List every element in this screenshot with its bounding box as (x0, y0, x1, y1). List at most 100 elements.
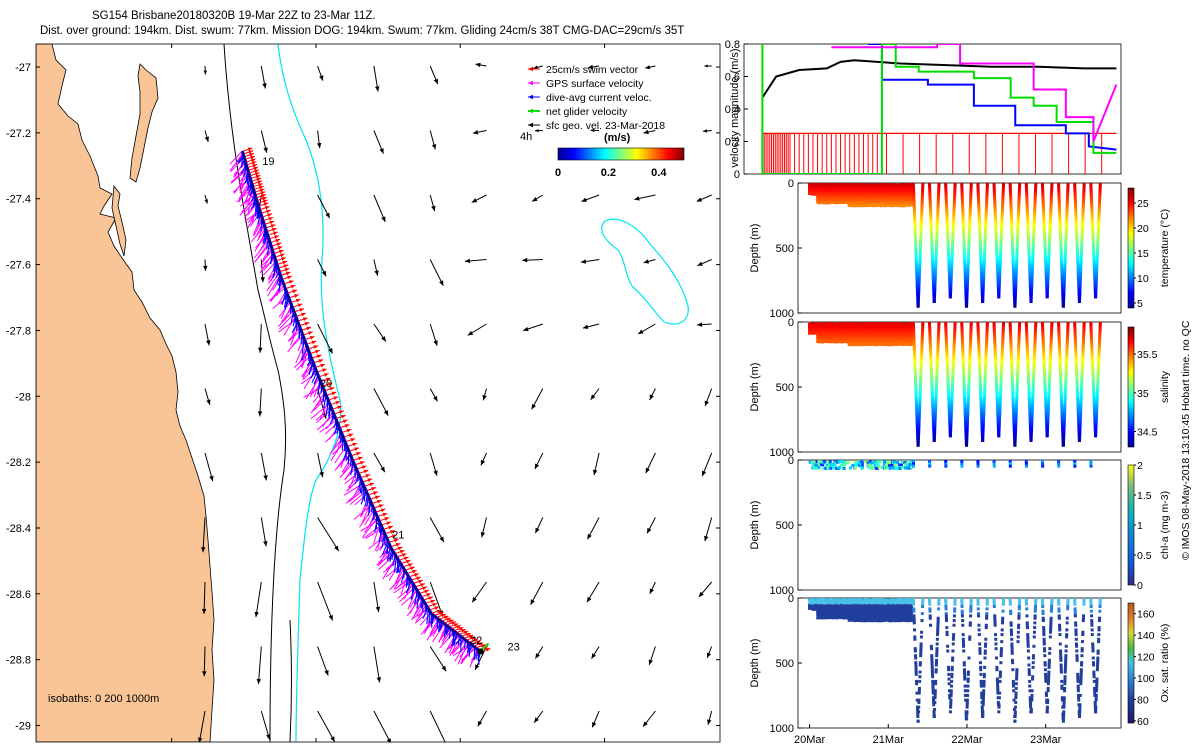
depth-sample (998, 264, 1002, 268)
depth-sample (949, 288, 953, 292)
depth-sample (981, 290, 985, 294)
geo-vel-arrow-head (480, 531, 486, 538)
depth-sample (917, 276, 921, 280)
depth-sample (1044, 264, 1048, 268)
depth-sample (1078, 288, 1082, 292)
depth-sample (928, 204, 932, 208)
geo-vel-arrow-head (591, 653, 597, 659)
depth-sample (1062, 281, 1066, 285)
depth-sample (999, 248, 1003, 252)
geo-vel-arrow-head (319, 471, 324, 478)
dive-avg-current-vector (393, 556, 398, 573)
depth-sample (1049, 211, 1053, 215)
depth-sample (909, 197, 913, 201)
depth-sample (1049, 213, 1053, 217)
depth-sample (1047, 243, 1051, 247)
geo-vel-arrow-head (634, 196, 640, 201)
geo-vel-arrow (534, 129, 543, 133)
depth-sample (963, 257, 967, 261)
depth-sample (1090, 215, 1094, 219)
depth-sample (919, 218, 923, 222)
depth-sample (1066, 192, 1070, 196)
swim-vector-arrow (362, 478, 373, 483)
depth-sample (963, 269, 967, 273)
depth-sample (1026, 236, 1030, 240)
geo-vel-arrow-head (696, 197, 703, 202)
depth-sample (978, 227, 982, 231)
depth-sample (995, 250, 999, 254)
depth-sample (1015, 264, 1019, 268)
swim-vector-arrow (361, 474, 371, 479)
depth-sample (1097, 215, 1101, 219)
depth-sample (1091, 243, 1095, 247)
depth-sample (1044, 262, 1048, 266)
gps-velocity-vector (300, 371, 318, 385)
depth-sample (1097, 213, 1101, 217)
geo-vel-arrow (697, 322, 712, 327)
depth-sample (930, 255, 934, 259)
geo-vel-arrow-head (592, 469, 598, 476)
swim-vector-arrow (459, 630, 469, 635)
depth-sample (1064, 248, 1068, 252)
depth-sample (1063, 267, 1067, 271)
depth-sample (953, 190, 957, 194)
depth-sample (909, 189, 913, 193)
depth-sample (978, 236, 982, 240)
gps-velocity-vector (240, 193, 256, 207)
depth-sample (1041, 190, 1045, 194)
depth-sample (1031, 255, 1035, 259)
depth-sample (1033, 201, 1037, 205)
geo-vel-arrow-head (204, 199, 209, 204)
moreton-island (111, 184, 127, 257)
depth-sample (997, 283, 1001, 287)
depth-sample (932, 297, 936, 301)
depth-sample (1033, 206, 1037, 210)
depth-sample (985, 192, 989, 196)
geo-vel-arrow-head (535, 653, 540, 659)
depth-sample (1090, 213, 1094, 217)
geo-vel-arrow (480, 452, 487, 466)
geo-vel-arrow (373, 452, 386, 473)
geo-vel-arrow (697, 259, 712, 267)
depth-sample (1010, 220, 1014, 224)
depth-sample (980, 274, 984, 278)
depth-sample (1032, 222, 1036, 226)
geo-vel-arrow (260, 130, 268, 153)
depth-sample (994, 239, 998, 243)
surface-geostrophic-velocity-field (197, 62, 713, 742)
geo-vel-arrow-head (375, 606, 381, 612)
depth-sample (1012, 274, 1016, 278)
depth-sample (1017, 187, 1021, 191)
swim-vector-arrow (245, 155, 255, 160)
depth-sample (1073, 194, 1077, 198)
depth-sample (944, 183, 948, 186)
swim-vector-arrow (444, 619, 454, 624)
depth-sample (980, 281, 984, 285)
depth-sample (916, 297, 920, 301)
depth-sample (1074, 225, 1078, 229)
depth-sample (929, 232, 933, 236)
swim-vector-arrow-head (358, 456, 363, 461)
swim-vector-arrow-head (380, 508, 386, 513)
depth-sample (928, 206, 932, 210)
geo-vel-arrow-head (330, 736, 335, 742)
isobath-200m (277, 44, 342, 742)
geo-vel-arrow-head (379, 148, 384, 154)
depth-sample (917, 290, 921, 294)
swim-vector-arrow-head (331, 391, 337, 396)
depth-sample (1094, 281, 1098, 285)
depth-sample (995, 243, 999, 247)
geo-vel-arrow (373, 259, 379, 276)
depth-sample (1093, 271, 1097, 275)
swim-vector-arrow (251, 177, 262, 182)
geo-vel-arrow-shaft (255, 581, 262, 618)
geo-vel-arrow-head (535, 527, 540, 534)
depth-sample (912, 208, 916, 212)
depth-sample (1098, 187, 1102, 191)
depth-sample (1064, 234, 1068, 238)
depth-sample (912, 194, 916, 198)
depth-sample (949, 278, 953, 282)
geo-vel-arrow-head (587, 64, 594, 70)
